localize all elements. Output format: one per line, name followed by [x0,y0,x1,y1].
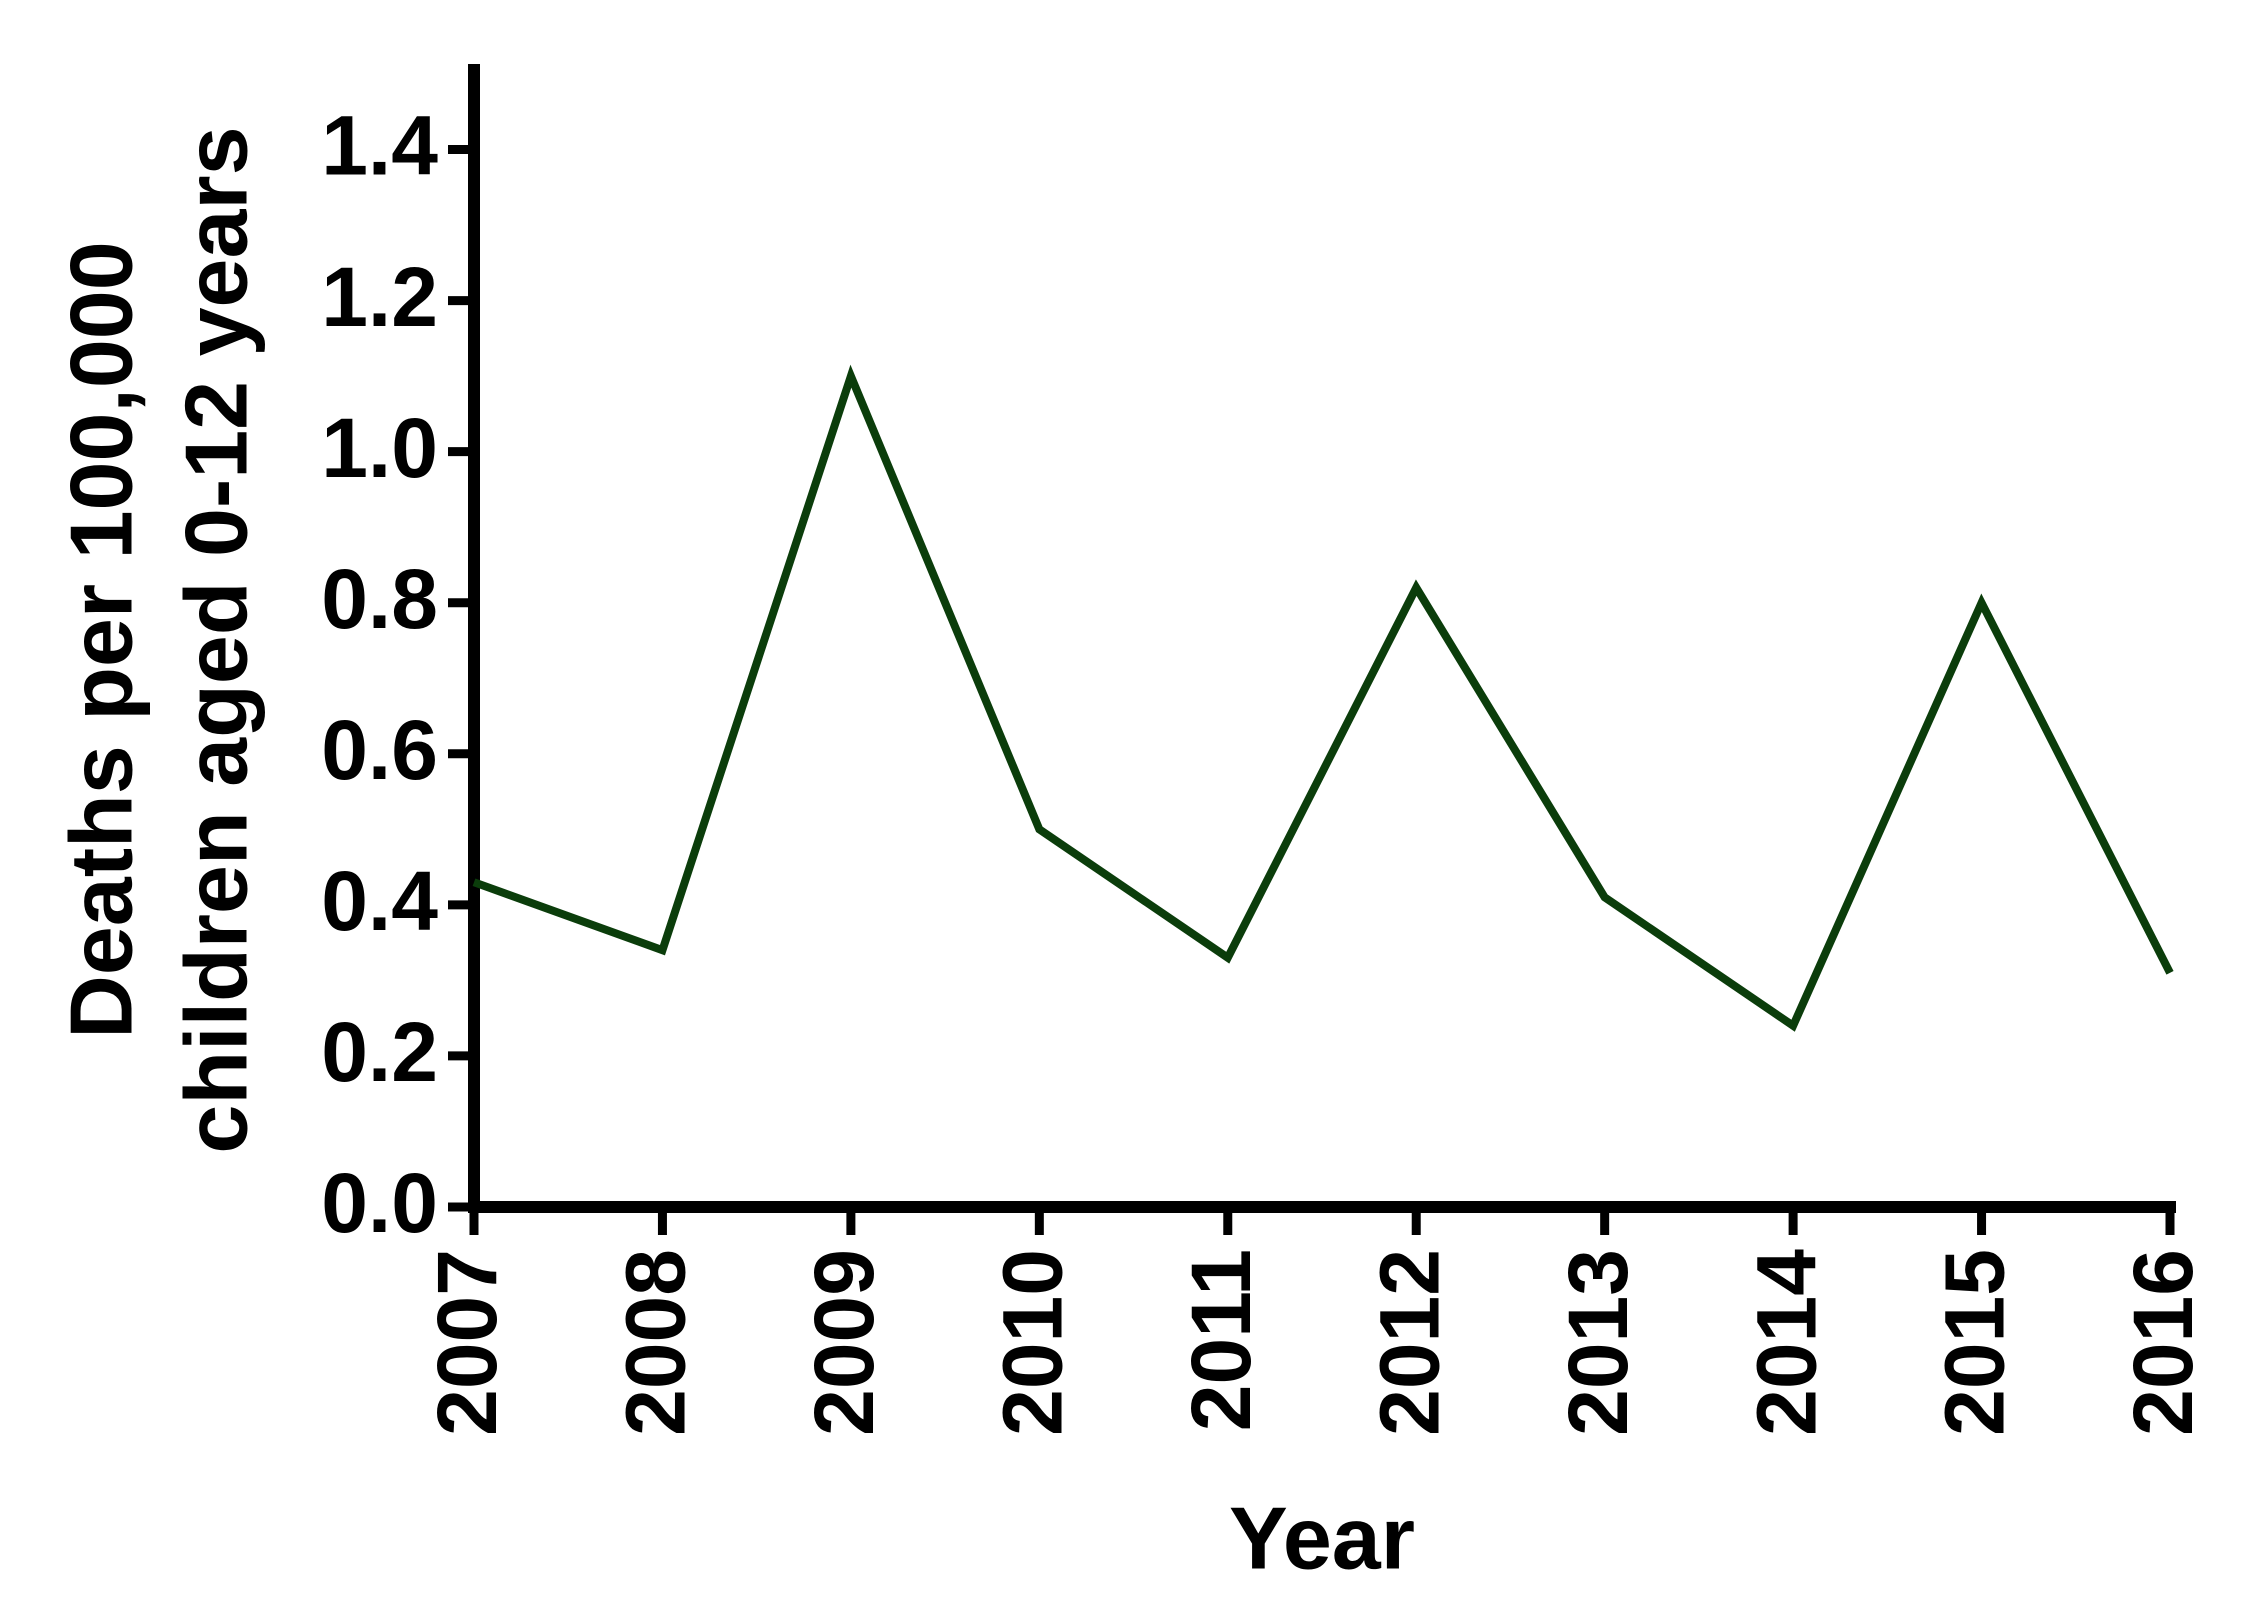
y-tick-label: 0.2 [321,1005,438,1099]
y-tick-label: 1.0 [321,401,438,495]
y-tick-label: 1.4 [321,99,438,193]
y-tick-label: 1.2 [321,250,438,344]
x-axis-title: Year [1229,1488,1415,1587]
x-tick-label: 2016 [2116,1249,2210,1436]
x-tick-label: 2011 [1174,1249,1268,1431]
line-series [472,364,2174,1032]
x-tick-label: 2010 [986,1249,1080,1436]
y-tick-label: 0.4 [321,854,438,948]
x-tick-label: 2015 [1928,1249,2022,1436]
x-tick-label: 2009 [797,1249,891,1436]
x-tick-label: 2008 [609,1249,703,1436]
y-axis-title-line: Deaths per 100,000 [51,241,150,1038]
y-tick-label: 0.0 [321,1156,438,1250]
y-tick-label: 0.8 [321,552,438,646]
y-axis-title-line: children aged 0-12 years [166,126,265,1153]
y-axis-title: children aged 0-12 years [166,126,265,1153]
y-axis-title: Deaths per 100,000 [51,241,150,1038]
x-tick-label: 2014 [1739,1249,1833,1436]
y-tick-label: 0.6 [321,703,438,797]
x-tick-label: 2007 [420,1249,514,1436]
x-tick-label: 2012 [1362,1249,1456,1436]
x-tick-label: 2013 [1551,1249,1645,1436]
